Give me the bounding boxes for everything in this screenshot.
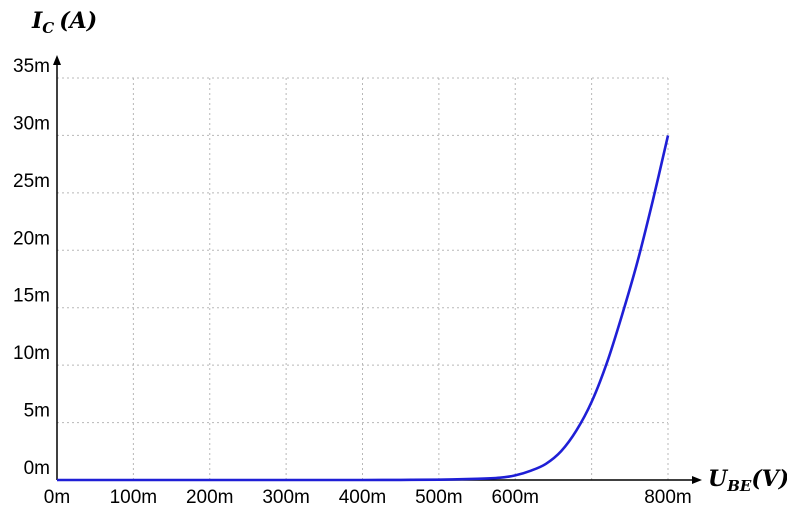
series-line-i-c xyxy=(57,135,670,482)
y-tick-label: 20m xyxy=(13,228,50,249)
y-tick-label: 30m xyxy=(13,113,50,134)
y-tick-label: 5m xyxy=(24,401,50,422)
y-tick-label: 35m xyxy=(13,56,50,77)
x-tick-label: 600m xyxy=(491,487,539,508)
y-tick-label: 0m xyxy=(24,458,50,479)
x-axis-arrow xyxy=(692,476,702,484)
x-tick-label: 500m xyxy=(415,487,463,508)
x-tick-label: 400m xyxy=(339,487,387,508)
y-tick-label: 25m xyxy=(13,171,50,192)
x-axis-title: UBE(V) xyxy=(708,466,787,495)
grid xyxy=(57,77,669,480)
x-tick-label: 200m xyxy=(186,487,234,508)
y-axis-title: IC (A) xyxy=(31,8,97,37)
x-tick-label: 100m xyxy=(110,487,158,508)
axes xyxy=(53,55,702,484)
tick-labels: 0m 100m 200m 300m 400m 500m 600m 800m 0m 5m 10m 15m… xyxy=(13,56,692,508)
y-axis-arrow xyxy=(53,55,61,65)
x-tick-label: 300m xyxy=(262,487,310,508)
series-group xyxy=(57,135,670,482)
y-tick-label: 10m xyxy=(13,343,50,364)
x-tick-label: 800m xyxy=(644,487,692,508)
x-tick-label: 0m xyxy=(44,487,70,508)
y-tick-label: 15m xyxy=(13,286,50,307)
